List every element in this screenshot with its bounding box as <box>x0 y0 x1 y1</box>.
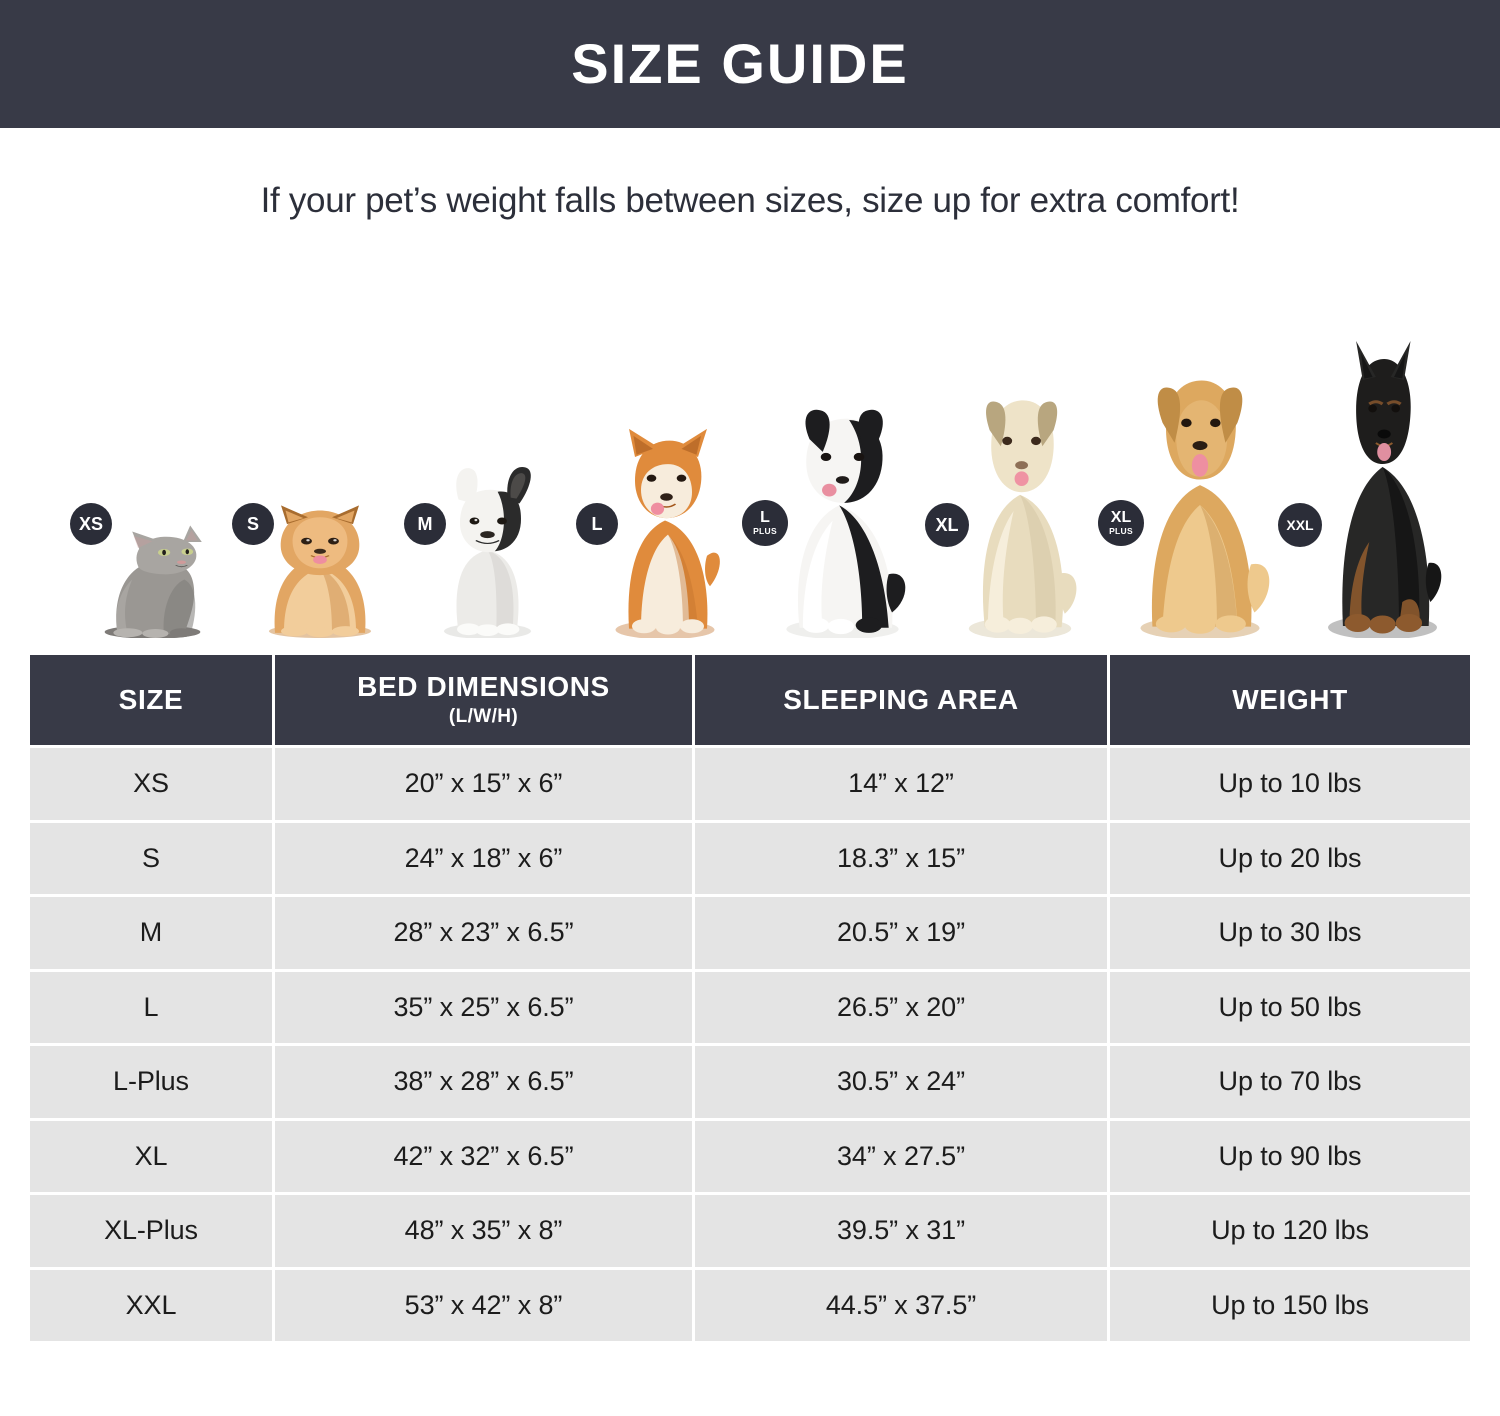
cell-sleeping-area: 20.5” x 19” <box>695 897 1110 969</box>
size-badge-label: S <box>246 514 259 534</box>
sizing-advice-text: If your pet’s weight falls between sizes… <box>260 180 1240 220</box>
cell-sleeping-area: 34” x 27.5” <box>695 1120 1110 1192</box>
column-header-bed-dimensions-label: BED DIMENSIONS <box>357 671 610 703</box>
cell-bed-dimensions: 42” x 32” x 6.5” <box>275 1120 695 1192</box>
size-badge-label: L <box>760 509 770 527</box>
cell-sleeping-area: 30.5” x 24” <box>695 1046 1110 1118</box>
cell-sleeping-area: 39.5” x 31” <box>695 1195 1110 1267</box>
column-header-weight: WEIGHT <box>1110 655 1470 745</box>
column-header-bed-dimensions-sublabel: (L/W/H) <box>448 705 519 727</box>
cell-bed-dimensions: 53” x 42” x 8” <box>275 1269 695 1341</box>
column-header-sleeping-area: SLEEPING AREA <box>695 655 1110 745</box>
animal-size-lineup: XS S M L L PLUS <box>30 273 1470 640</box>
size-badge-m: M <box>404 503 446 545</box>
size-badge-label: XL <box>935 515 959 535</box>
cell-weight: Up to 30 lbs <box>1218 917 1362 948</box>
table-row: XXL 53” x 42” x 8” 44.5” x 37.5” Up to 150 … <box>30 1266 1470 1341</box>
cell-weight: Up to 70 lbs <box>1218 1066 1362 1097</box>
cell-weight: Up to 120 lbs <box>1211 1215 1369 1246</box>
size-badge-xs: XS <box>70 503 112 545</box>
table-row: S 24” x 18” x 6” 18.3” x 15” Up to 20 lbs <box>30 819 1470 894</box>
column-header-size-label: SIZE <box>118 684 184 716</box>
column-header-weight-label: WEIGHT <box>1232 684 1348 716</box>
cell-weight: Up to 90 lbs <box>1218 1140 1362 1171</box>
cell-bed-dimensions: 48” x 35” x 8” <box>275 1195 695 1267</box>
cell-sleeping-area: 26.5” x 20” <box>695 971 1110 1043</box>
column-header-bed-dimensions: BED DIMENSIONS (L/W/H) <box>275 655 695 745</box>
animal-photo-l <box>590 403 740 640</box>
table-header-row: SIZE BED DIMENSIONS (L/W/H) SLEEPING ARE… <box>30 655 1470 745</box>
animal-photo-xl-plus <box>1115 355 1285 640</box>
size-chart-table: SIZE BED DIMENSIONS (L/W/H) SLEEPING ARE… <box>30 655 1470 1341</box>
size-badge-label: XL <box>1110 509 1132 527</box>
size-badge-s: S <box>232 503 274 545</box>
animal-photo-m <box>415 443 560 639</box>
size-badge-xl-plus: XL PLUS <box>1098 500 1144 546</box>
table-row: XL 42” x 32” x 6.5” 34” x 27.5” Up to 90 lb… <box>30 1117 1470 1192</box>
cell-weight: Up to 20 lbs <box>1218 842 1362 873</box>
cell-bed-dimensions: 20” x 15” x 6” <box>275 748 695 820</box>
size-badge-label: L <box>591 514 603 534</box>
size-badge-l: L <box>576 503 618 545</box>
cell-weight: Up to 10 lbs <box>1218 768 1362 799</box>
cell-size: S <box>30 822 275 894</box>
table-row: XS 20” x 15” x 6” 14” x 12” Up to 10 lbs <box>30 745 1470 820</box>
cell-size: XXL <box>30 1269 275 1341</box>
animal-photo-xxl <box>1300 338 1465 640</box>
size-badge-xxl: XXL <box>1278 503 1322 547</box>
size-badge-sublabel: PLUS <box>753 526 777 537</box>
animal-photo-xl <box>940 368 1100 640</box>
animal-photo-l-plus <box>760 383 925 640</box>
size-badge-xl: XL <box>925 503 969 547</box>
cell-size: L <box>30 971 275 1043</box>
animal-photo-s <box>245 468 395 638</box>
table-row: M 28” x 23” x 6.5” 20.5” x 19” Up to 30 lbs <box>30 894 1470 969</box>
cell-size: XS <box>30 748 275 820</box>
animal-photo-xs <box>80 488 225 639</box>
size-badge-sublabel: PLUS <box>1109 526 1133 537</box>
page-header: SIZE GUIDE <box>0 0 1500 128</box>
cell-bed-dimensions: 28” x 23” x 6.5” <box>275 897 695 969</box>
cell-size: L-Plus <box>30 1046 275 1118</box>
size-badge-label: XXL <box>1286 517 1314 533</box>
cell-size: XL <box>30 1120 275 1192</box>
cell-bed-dimensions: 35” x 25” x 6.5” <box>275 971 695 1043</box>
size-badge-l-plus: L PLUS <box>742 500 788 546</box>
table-row: L 35” x 25” x 6.5” 26.5” x 20” Up to 50 lbs <box>30 968 1470 1043</box>
cell-size: XL-Plus <box>30 1195 275 1267</box>
subtitle-container: If your pet’s weight falls between sizes… <box>0 128 1500 273</box>
column-header-size: SIZE <box>30 655 275 745</box>
page-title: SIZE GUIDE <box>571 32 909 95</box>
cell-bed-dimensions: 38” x 28” x 6.5” <box>275 1046 695 1118</box>
cell-weight: Up to 50 lbs <box>1218 991 1362 1022</box>
cell-sleeping-area: 44.5” x 37.5” <box>695 1269 1110 1341</box>
cell-weight: Up to 150 lbs <box>1211 1289 1369 1320</box>
cell-size: M <box>30 897 275 969</box>
table-row: XL-Plus 48” x 35” x 8” 39.5” x 31” Up to 12… <box>30 1192 1470 1267</box>
cell-bed-dimensions: 24” x 18” x 6” <box>275 822 695 894</box>
cell-sleeping-area: 14” x 12” <box>695 748 1110 820</box>
table-row: L-Plus 38” x 28” x 6.5” 30.5” x 24” Up to 7… <box>30 1043 1470 1118</box>
cell-sleeping-area: 18.3” x 15” <box>695 822 1110 894</box>
table-body: XS 20” x 15” x 6” 14” x 12” Up to 10 lbs S 24… <box>30 745 1470 1341</box>
column-header-sleeping-area-label: SLEEPING AREA <box>783 684 1019 716</box>
size-badge-label: M <box>417 514 433 534</box>
size-badge-label: XS <box>78 514 103 534</box>
